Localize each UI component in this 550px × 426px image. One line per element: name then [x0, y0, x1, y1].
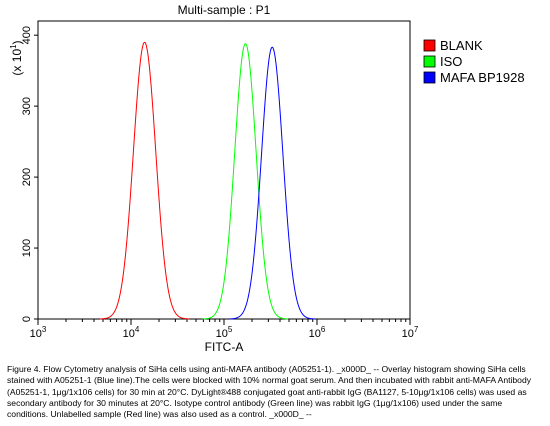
x-tick-base: 10 — [216, 328, 228, 340]
y-axis-multiplier-close: ) — [10, 40, 24, 44]
x-tick-exp: 7 — [414, 325, 419, 334]
x-tick-exp: 3 — [42, 325, 47, 334]
y-axis-multiplier: (x 101) — [9, 40, 24, 75]
legend-swatch — [423, 55, 436, 68]
x-tick-exp: 4 — [135, 325, 140, 334]
y-axis-multiplier-prefix: (x 10 — [10, 49, 24, 76]
x-tick-label: 107 — [402, 325, 419, 340]
series-line-0 — [99, 41, 190, 320]
x-tick-exp: 5 — [228, 325, 233, 334]
series-lines — [99, 41, 316, 320]
y-tick-label: 400 — [21, 26, 33, 44]
legend-swatch — [423, 39, 436, 52]
x-tick-label: 104 — [123, 325, 140, 340]
chart-title: Multi-sample : P1 — [178, 3, 271, 17]
x-axis-ticks: 103 104 105 106 107 — [30, 319, 419, 340]
x-axis-label: FITC-A — [205, 340, 244, 354]
legend-label: BLANK — [440, 38, 483, 53]
x-tick-base: 10 — [30, 328, 42, 340]
series-line-1 — [202, 43, 289, 320]
x-tick-label: 105 — [216, 325, 233, 340]
legend-swatch — [423, 71, 436, 84]
figure-caption: Figure 4. Flow Cytometry analysis of SiH… — [7, 364, 532, 420]
y-axis-multiplier-exp: 1 — [9, 44, 18, 49]
y-tick-label: 0 — [21, 316, 33, 322]
legend-label: MAFA BP1928 — [440, 70, 525, 85]
x-tick-base: 10 — [402, 328, 414, 340]
x-tick-base: 10 — [309, 328, 321, 340]
y-tick-label: 300 — [21, 97, 33, 115]
series-line-2 — [229, 46, 316, 320]
x-tick-exp: 6 — [321, 325, 326, 334]
x-tick-base: 10 — [123, 328, 135, 340]
flow-cytometry-histogram: Multi-sample : P1 (x 101) 0100200300400 … — [9, 3, 525, 354]
legend-label: ISO — [440, 54, 462, 69]
y-axis-ticks: 0 100 200 300 400 — [21, 26, 38, 322]
x-tick-label: 106 — [309, 325, 326, 340]
y-tick-label: 200 — [21, 168, 33, 186]
y-tick-label: 100 — [21, 239, 33, 257]
plot-area — [37, 20, 411, 320]
x-tick-label: 103 — [30, 325, 47, 340]
